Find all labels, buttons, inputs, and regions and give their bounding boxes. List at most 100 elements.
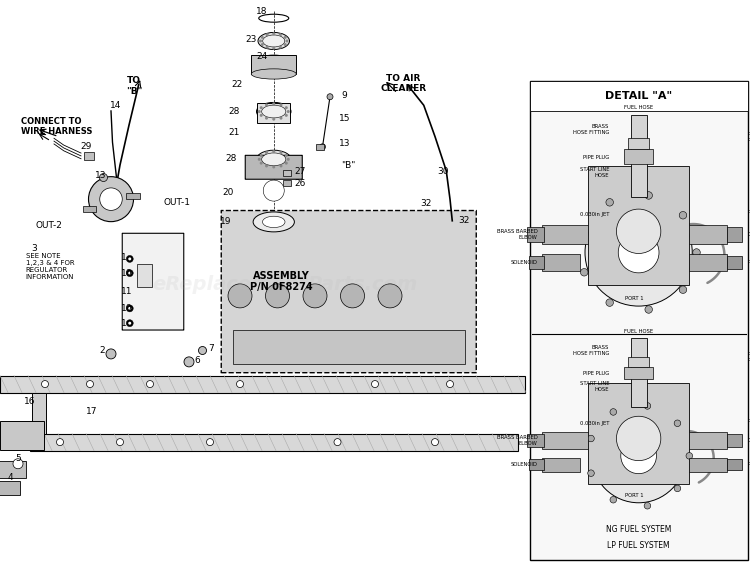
- Ellipse shape: [262, 105, 286, 118]
- Circle shape: [106, 349, 116, 359]
- Text: NG FUEL SYSTEM: NG FUEL SYSTEM: [606, 525, 671, 534]
- Circle shape: [261, 36, 264, 39]
- Ellipse shape: [258, 32, 290, 50]
- Text: 26: 26: [295, 179, 306, 188]
- Circle shape: [686, 452, 692, 459]
- Circle shape: [320, 144, 326, 150]
- Text: DETAIL "A": DETAIL "A": [605, 90, 672, 101]
- Bar: [689, 225, 727, 245]
- Circle shape: [610, 409, 616, 415]
- Circle shape: [285, 114, 288, 117]
- Text: ASSEMBLY
P/N 0F8274: ASSEMBLY P/N 0F8274: [250, 271, 313, 292]
- Circle shape: [431, 439, 439, 446]
- Text: PIPE TEE
REDUCER: PIPE TEE REDUCER: [748, 132, 750, 143]
- FancyBboxPatch shape: [221, 211, 476, 373]
- Bar: [82, 207, 96, 212]
- Circle shape: [616, 209, 661, 254]
- Text: 7: 7: [208, 344, 214, 353]
- Bar: [631, 114, 646, 197]
- Bar: [530, 459, 544, 471]
- Circle shape: [280, 104, 283, 106]
- Bar: [30, 434, 518, 451]
- Circle shape: [259, 39, 262, 43]
- Text: 0.030in JET: 0.030in JET: [748, 232, 750, 237]
- Bar: [727, 459, 742, 471]
- FancyBboxPatch shape: [122, 233, 184, 330]
- Circle shape: [272, 32, 275, 35]
- Text: FUEL HOSE: FUEL HOSE: [624, 105, 653, 110]
- Text: 29: 29: [80, 142, 92, 151]
- Circle shape: [260, 106, 262, 109]
- Circle shape: [334, 439, 341, 446]
- Bar: [542, 432, 588, 449]
- Circle shape: [266, 33, 268, 36]
- Bar: [689, 432, 727, 449]
- Text: 4: 4: [8, 473, 13, 483]
- Ellipse shape: [256, 150, 291, 168]
- Circle shape: [606, 299, 613, 306]
- Circle shape: [645, 306, 652, 314]
- Bar: [542, 457, 580, 472]
- Bar: [542, 225, 588, 245]
- Text: SEE NOTE
1,2,3 & 4 FOR
REGULATOR
INFORMATION: SEE NOTE 1,2,3 & 4 FOR REGULATOR INFORMA…: [26, 253, 74, 280]
- Circle shape: [285, 154, 288, 157]
- Text: OUT-2: OUT-2: [36, 221, 63, 230]
- Circle shape: [286, 39, 289, 43]
- Bar: [588, 166, 689, 284]
- Text: 0.030in JET: 0.030in JET: [580, 420, 609, 426]
- Text: LP FUEL SYSTEM: LP FUEL SYSTEM: [608, 541, 670, 550]
- Circle shape: [13, 459, 23, 469]
- Circle shape: [280, 151, 283, 154]
- Text: 10: 10: [121, 269, 132, 278]
- Circle shape: [128, 257, 131, 261]
- Text: SOLENOID: SOLENOID: [511, 260, 538, 265]
- Circle shape: [610, 496, 616, 503]
- Ellipse shape: [262, 35, 285, 47]
- Text: 0.030in JET: 0.030in JET: [580, 212, 609, 217]
- Text: 0.030in JET: 0.030in JET: [748, 438, 750, 443]
- Circle shape: [580, 229, 588, 237]
- Circle shape: [606, 199, 613, 206]
- Circle shape: [228, 284, 252, 308]
- Circle shape: [265, 151, 268, 154]
- Text: 24: 24: [256, 52, 267, 61]
- Circle shape: [286, 158, 290, 161]
- Text: PORT 2: PORT 2: [748, 260, 750, 265]
- Circle shape: [116, 439, 124, 446]
- Bar: [0, 461, 26, 478]
- Bar: [588, 383, 689, 484]
- Text: 1: 1: [121, 319, 127, 328]
- Circle shape: [236, 381, 244, 387]
- Text: 6: 6: [194, 356, 200, 365]
- Text: 28: 28: [225, 154, 236, 163]
- Circle shape: [263, 180, 284, 201]
- Text: 18: 18: [256, 7, 268, 16]
- Text: 10: 10: [121, 304, 132, 313]
- Text: BRASS BARBED
ELBOW: BRASS BARBED ELBOW: [497, 229, 538, 240]
- Circle shape: [128, 321, 131, 325]
- Circle shape: [272, 150, 275, 153]
- Circle shape: [592, 409, 686, 503]
- Text: 13: 13: [339, 139, 350, 148]
- Circle shape: [260, 154, 262, 157]
- Circle shape: [206, 439, 214, 446]
- Text: 30: 30: [437, 167, 448, 176]
- Circle shape: [674, 485, 681, 492]
- Circle shape: [56, 439, 64, 446]
- Circle shape: [260, 114, 262, 117]
- Circle shape: [279, 46, 282, 49]
- Text: START LINE
HOSE: START LINE HOSE: [580, 167, 609, 178]
- Circle shape: [371, 381, 379, 387]
- Circle shape: [128, 271, 131, 275]
- Circle shape: [128, 307, 131, 310]
- Circle shape: [146, 381, 154, 387]
- Text: PORT 1: PORT 1: [625, 493, 644, 498]
- Text: BRASS BARBED
ELBOW: BRASS BARBED ELBOW: [497, 435, 538, 446]
- Bar: [0, 376, 525, 393]
- Bar: [527, 227, 544, 242]
- Bar: [530, 81, 748, 560]
- Circle shape: [100, 174, 107, 182]
- Bar: [624, 366, 653, 380]
- Ellipse shape: [251, 69, 296, 79]
- Text: PIPE PLUG: PIPE PLUG: [583, 372, 609, 377]
